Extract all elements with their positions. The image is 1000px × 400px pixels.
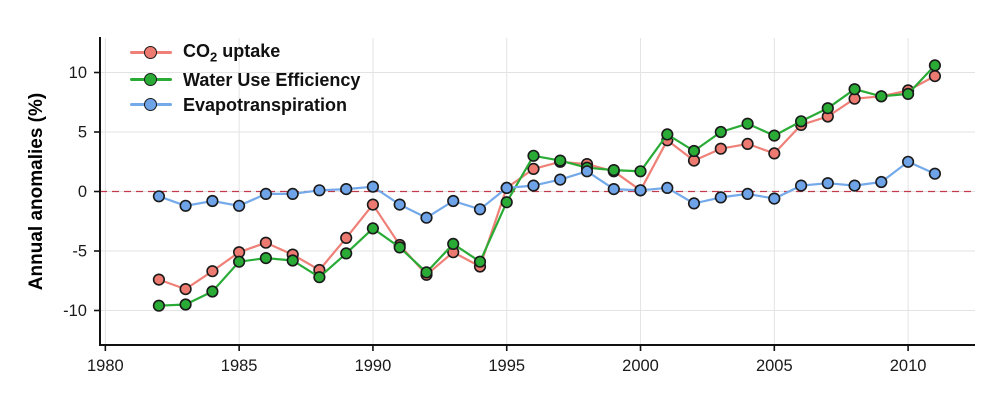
series-marker-0 xyxy=(527,162,540,175)
series-marker-1 xyxy=(259,252,273,265)
series-marker-2 xyxy=(794,179,808,192)
legend-item-water-use-efficiency[interactable]: Water Use Efficiency xyxy=(130,71,360,89)
series-marker-2 xyxy=(152,190,165,203)
series-marker-1 xyxy=(661,128,674,141)
series-marker-2 xyxy=(714,191,727,204)
legend-label-co2-uptake: CO2 uptake xyxy=(183,41,281,65)
series-marker-1 xyxy=(206,285,219,298)
series-marker-2 xyxy=(580,165,594,178)
x-tick-label: 1995 xyxy=(488,357,525,375)
series-marker-2 xyxy=(901,155,915,168)
x-tick-label: 2010 xyxy=(890,357,927,375)
x-tick-label: 1980 xyxy=(87,357,124,375)
series-marker-0 xyxy=(152,273,165,286)
y-tick-label: 0 xyxy=(78,183,87,201)
co2-uptake-swatch-icon xyxy=(130,45,172,60)
series-marker-1 xyxy=(473,255,487,268)
series-marker-1 xyxy=(901,87,915,100)
series-marker-1 xyxy=(313,271,326,284)
series-marker-2 xyxy=(447,194,460,208)
series-marker-1 xyxy=(393,241,406,254)
series-marker-2 xyxy=(233,199,246,212)
series-marker-2 xyxy=(554,173,567,186)
y-tick-label: -10 xyxy=(63,302,87,320)
legend-label-evapotranspiration: Evapotranspiration xyxy=(183,94,348,115)
evapotranspiration-swatch-icon xyxy=(130,97,172,112)
series-marker-2 xyxy=(286,187,299,200)
series-marker-2 xyxy=(206,194,219,208)
x-tick-label: 2005 xyxy=(756,357,793,375)
series-marker-0 xyxy=(768,147,781,160)
series-marker-1 xyxy=(527,149,540,162)
series-marker-1 xyxy=(634,165,647,178)
series-marker-1 xyxy=(233,255,246,268)
y-axis-title: Annual anomalies (%) xyxy=(26,93,47,290)
series-marker-2 xyxy=(500,181,513,194)
series-marker-0 xyxy=(259,236,273,249)
series-marker-1 xyxy=(340,247,353,260)
series-marker-2 xyxy=(848,179,861,192)
legend-item-co2-uptake[interactable]: CO2 uptake xyxy=(130,42,360,64)
series-marker-2 xyxy=(473,203,487,216)
series-marker-2 xyxy=(527,179,540,192)
x-tick-label: 1990 xyxy=(355,357,392,375)
series-marker-1 xyxy=(179,298,192,311)
legend: CO2 uptake Water Use Efficiency Evapotra… xyxy=(130,42,360,114)
series-marker-2 xyxy=(607,183,620,196)
legend-label-water-use-efficiency: Water Use Efficiency xyxy=(183,69,361,90)
series-marker-0 xyxy=(366,198,380,211)
x-tick-label: 2000 xyxy=(622,357,659,375)
series-marker-0 xyxy=(340,231,353,244)
series-marker-2 xyxy=(340,183,353,196)
series-marker-1 xyxy=(607,164,620,177)
series-marker-1 xyxy=(286,254,299,267)
x-tick-label: 1985 xyxy=(221,357,258,375)
series-marker-0 xyxy=(928,69,942,83)
series-line-2 xyxy=(157,160,937,219)
series-marker-1 xyxy=(794,115,808,128)
y-tick-label: 10 xyxy=(69,64,87,82)
series-marker-0 xyxy=(741,137,754,150)
series-marker-1 xyxy=(714,125,727,139)
series-marker-1 xyxy=(500,196,513,209)
series-marker-1 xyxy=(447,237,460,250)
series-marker-1 xyxy=(928,59,942,72)
series-marker-1 xyxy=(152,299,165,312)
series-marker-1 xyxy=(741,117,754,130)
series-marker-2 xyxy=(875,175,888,189)
series-marker-1 xyxy=(875,90,888,103)
series-marker-1 xyxy=(366,222,380,235)
y-tick-label: 5 xyxy=(78,124,87,142)
series-marker-0 xyxy=(714,142,727,155)
series-marker-2 xyxy=(687,197,701,210)
series-marker-2 xyxy=(366,180,380,193)
series-marker-2 xyxy=(741,187,754,200)
series-marker-2 xyxy=(393,198,406,211)
y-tick-label: -5 xyxy=(72,242,87,260)
legend-item-evapotranspiration[interactable]: Evapotranspiration xyxy=(130,96,360,114)
series-marker-2 xyxy=(928,167,942,180)
series-marker-0 xyxy=(206,265,219,278)
series-marker-1 xyxy=(687,144,701,158)
series-marker-2 xyxy=(420,211,433,224)
series-marker-2 xyxy=(768,192,781,205)
series-marker-2 xyxy=(313,184,326,197)
series-marker-2 xyxy=(179,199,192,212)
series-marker-1 xyxy=(420,266,433,279)
series-marker-1 xyxy=(768,129,781,142)
series-marker-2 xyxy=(661,181,674,194)
series-marker-2 xyxy=(259,187,273,200)
series-marker-1 xyxy=(554,154,567,167)
water-use-efficiency-swatch-icon xyxy=(130,72,172,87)
series-marker-2 xyxy=(821,177,834,190)
series-marker-0 xyxy=(179,283,192,296)
series-marker-2 xyxy=(634,184,647,197)
series-marker-1 xyxy=(821,102,834,115)
series-marker-1 xyxy=(848,83,861,96)
